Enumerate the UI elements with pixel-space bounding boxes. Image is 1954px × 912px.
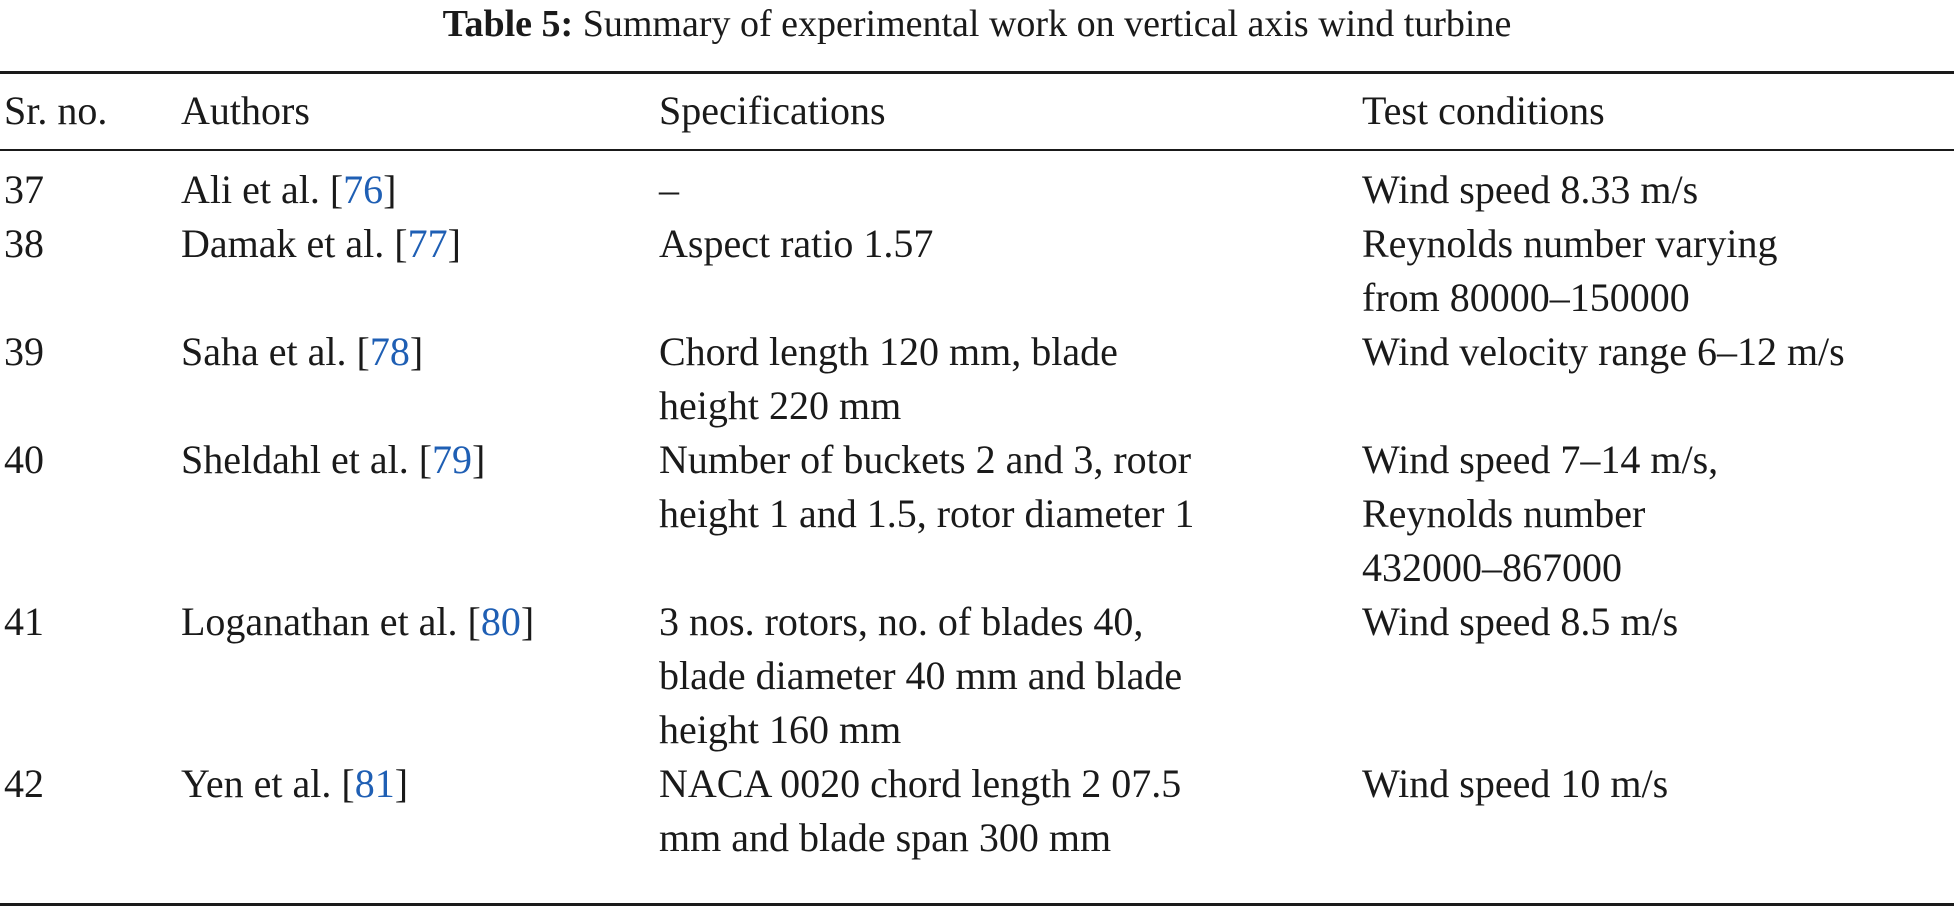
cell-test-conditions: Wind speed 8.5 m/s <box>1362 595 1952 649</box>
table-row: 42 Yen et al. [81] NACA 0020 chord length … <box>0 757 1954 865</box>
author-name: Ali et al. [ <box>181 167 344 212</box>
cell-sr-no: 40 <box>4 437 44 482</box>
table-top-rule <box>0 71 1954 74</box>
cell-authors: Sheldahl et al. [79] <box>181 433 651 487</box>
test-line: Reynolds number varying <box>1362 221 1778 266</box>
table-caption-text: Summary of experimental work on vertical… <box>582 3 1512 45</box>
spec-line: mm and blade span 300 mm <box>659 815 1112 860</box>
table-bottom-rule <box>0 903 1954 906</box>
table-caption: Table 5: Summary of experimental work on… <box>0 0 1954 50</box>
cell-authors: Damak et al. [77] <box>181 217 651 271</box>
test-line: from 80000–150000 <box>1362 275 1690 320</box>
cell-test-conditions: Wind speed 10 m/s <box>1362 757 1952 811</box>
table-row: 40 Sheldahl et al. [79] Number of buckets … <box>0 433 1954 595</box>
spec-line: Aspect ratio 1.57 <box>659 221 934 266</box>
cell-authors: Saha et al. [78] <box>181 325 651 379</box>
cell-sr-no: 42 <box>4 761 44 806</box>
spec-line: height 160 mm <box>659 707 902 752</box>
author-bracket-close: ] <box>394 761 409 806</box>
author-bracket-close: ] <box>520 599 535 644</box>
author-bracket-close: ] <box>472 437 486 482</box>
header-test-conditions: Test conditions <box>1362 88 1605 133</box>
header-specifications: Specifications <box>659 88 886 133</box>
cell-specifications: 3 nos. rotors, no. of blades 40, blade di… <box>659 595 1319 757</box>
spec-line: Number of buckets 2 and 3, rotor <box>659 437 1192 482</box>
author-name: Loganathan et al. [ <box>181 599 481 644</box>
author-name: Sheldahl et al. [ <box>181 437 433 482</box>
spec-line: NACA 0020 chord length 2 07.5 <box>659 761 1182 806</box>
spec-line: height 220 mm <box>659 383 902 428</box>
reference-link[interactable]: 78 <box>369 329 410 374</box>
cell-sr-no: 41 <box>4 599 44 644</box>
cell-specifications: Chord length 120 mm, blade height 220 mm <box>659 325 1319 433</box>
test-line: Wind speed 8.33 m/s <box>1362 167 1699 212</box>
header-sr-no: Sr. no. <box>4 88 108 133</box>
reference-link[interactable]: 76 <box>343 167 384 212</box>
cell-sr-no: 38 <box>4 221 44 266</box>
cell-specifications: Number of buckets 2 and 3, rotor height 1… <box>659 433 1319 541</box>
table-header-rule <box>0 149 1954 151</box>
cell-authors: Ali et al. [76] <box>181 163 651 217</box>
cell-authors: Loganathan et al. [80] <box>181 595 651 649</box>
test-line: Wind velocity range 6–12 m/s <box>1362 329 1845 374</box>
table-body: 37 Ali et al. [76] – Wind speed 8.33 m/s 38 D… <box>0 163 1954 865</box>
spec-line: 3 nos. rotors, no. of blades 40, <box>659 599 1144 644</box>
cell-specifications: Aspect ratio 1.57 <box>659 217 1319 271</box>
test-line: Wind speed 10 m/s <box>1362 761 1669 806</box>
table-row: 37 Ali et al. [76] – Wind speed 8.33 m/s <box>0 163 1954 217</box>
reference-link[interactable]: 81 <box>354 761 395 806</box>
table-row: 41 Loganathan et al. [80] 3 nos. rotors, n… <box>0 595 1954 757</box>
author-name: Damak et al. [ <box>181 221 408 266</box>
cell-test-conditions: Wind speed 7–14 m/s, Reynolds number 43200… <box>1362 433 1952 595</box>
spec-line: blade diameter 40 mm and blade <box>659 653 1183 698</box>
table-header-row: Sr. no. Authors Specifications Test cond… <box>0 84 1954 140</box>
test-line: 432000–867000 <box>1362 545 1622 590</box>
test-line: Reynolds number <box>1362 491 1646 536</box>
author-bracket-close: ] <box>383 167 397 212</box>
table-row: 39 Saha et al. [78] Chord length 120 mm, b… <box>0 325 1954 433</box>
cell-test-conditions: Wind speed 8.33 m/s <box>1362 163 1952 217</box>
reference-link[interactable]: 80 <box>480 599 521 644</box>
author-bracket-close: ] <box>409 329 424 374</box>
cell-sr-no: 39 <box>4 329 44 374</box>
cell-specifications: – <box>659 163 1319 217</box>
table-caption-label: Table 5: <box>442 3 574 45</box>
author-name: Saha et al. [ <box>181 329 370 374</box>
cell-authors: Yen et al. [81] <box>181 757 651 811</box>
table-row: 38 Damak et al. [77] Aspect ratio 1.57 Reyn… <box>0 217 1954 325</box>
test-line: Wind speed 7–14 m/s, <box>1362 437 1719 482</box>
cell-test-conditions: Wind velocity range 6–12 m/s <box>1362 325 1952 379</box>
spec-line: height 1 and 1.5, rotor diameter 1 <box>659 491 1195 536</box>
author-name: Yen et al. [ <box>181 761 355 806</box>
spec-line: – <box>659 167 679 212</box>
cell-test-conditions: Reynolds number varying from 80000–150000 <box>1362 217 1952 325</box>
reference-link[interactable]: 79 <box>432 437 473 482</box>
header-authors: Authors <box>181 88 310 133</box>
cell-specifications: NACA 0020 chord length 2 07.5 mm and blad… <box>659 757 1319 865</box>
author-bracket-close: ] <box>447 221 461 266</box>
reference-link[interactable]: 77 <box>407 221 448 266</box>
test-line: Wind speed 8.5 m/s <box>1362 599 1679 644</box>
cell-sr-no: 37 <box>4 167 44 212</box>
spec-line: Chord length 120 mm, blade <box>659 329 1118 374</box>
